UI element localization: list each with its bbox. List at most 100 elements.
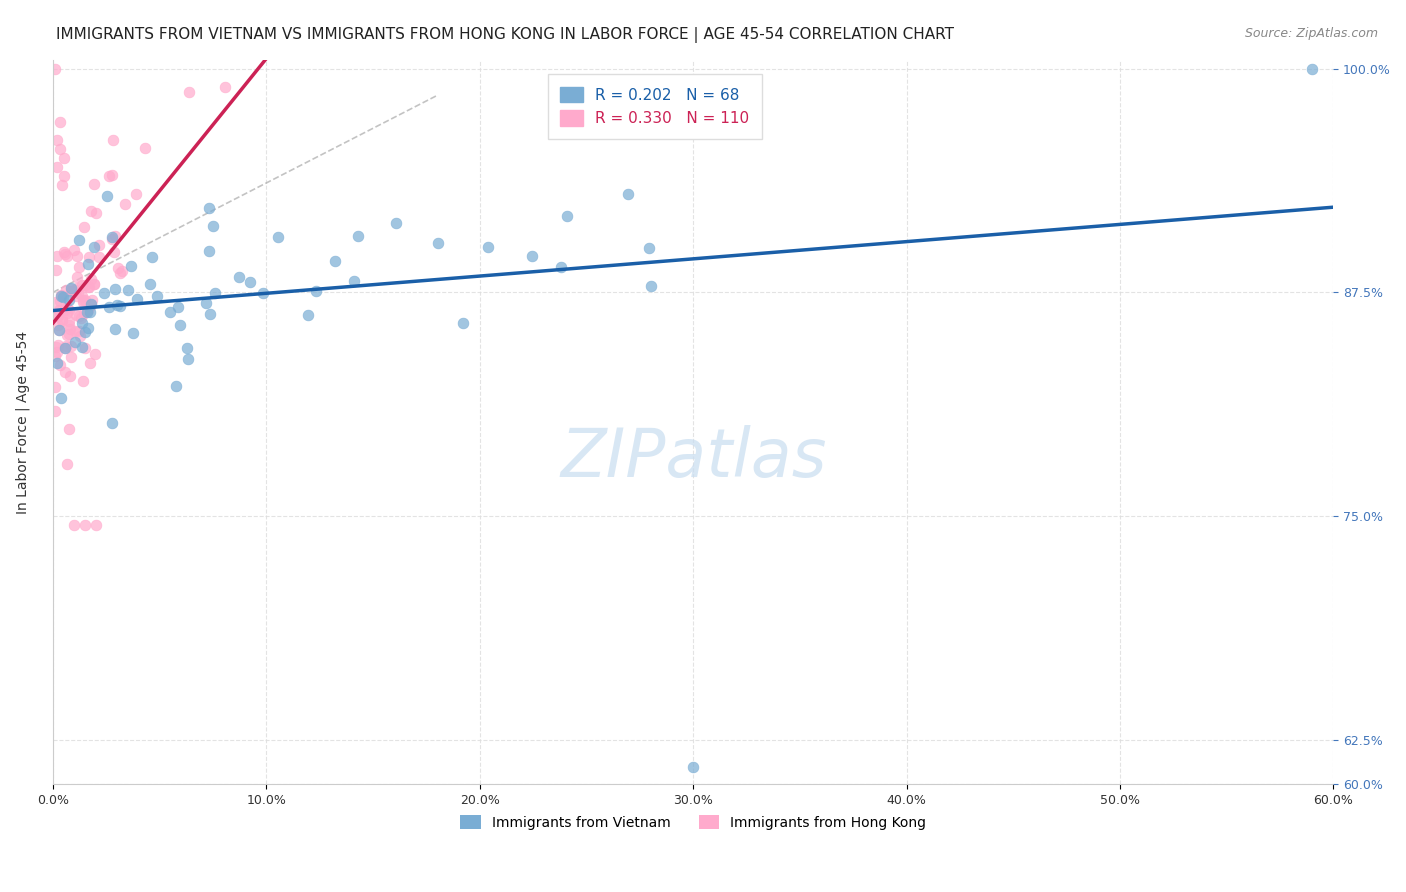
Point: [59, 322, 82, 336]
Point: [46, 249, 69, 263]
Point: [555, 210, 578, 224]
Point: [58, 302, 80, 317]
Text: IMMIGRANTS FROM VIETNAM VS IMMIGRANTS FROM HONG KONG IN LABOR FORCE | AGE 45-54 : IMMIGRANTS FROM VIETNAM VS IMMIGRANTS FR…: [56, 27, 955, 43]
Point: [197, 201, 219, 215]
Point: [89, 238, 111, 252]
Point: [134, 141, 156, 155]
Point: [96, 189, 118, 203]
Point: [125, 187, 148, 202]
Point: [66, 249, 89, 263]
Point: [65, 270, 87, 285]
Point: [682, 759, 704, 773]
Point: [93, 286, 115, 301]
Point: [55, 458, 77, 472]
Point: [58, 422, 80, 436]
Point: [304, 285, 326, 299]
Point: [67, 285, 90, 300]
Point: [69, 329, 91, 343]
Point: [65, 308, 87, 322]
Point: [520, 249, 543, 263]
Point: [103, 245, 125, 260]
Point: [76, 305, 98, 319]
Point: [55, 301, 77, 315]
Point: [56, 249, 79, 263]
Point: [45, 345, 67, 359]
Point: [70, 310, 93, 325]
Point: [65, 289, 87, 303]
Point: [51, 289, 73, 303]
Point: [1301, 62, 1323, 76]
Point: [104, 322, 127, 336]
Point: [89, 250, 111, 264]
Point: [65, 283, 87, 297]
Point: [73, 277, 96, 292]
Point: [617, 187, 640, 202]
Point: [76, 302, 98, 317]
Y-axis label: In Labor Force | Age 45-54: In Labor Force | Age 45-54: [15, 330, 30, 514]
Point: [70, 317, 93, 331]
Point: [127, 293, 149, 307]
Point: [83, 277, 105, 291]
Point: [58, 318, 80, 333]
Point: [73, 219, 96, 234]
Point: [53, 244, 76, 259]
Point: [101, 229, 124, 244]
Point: [98, 301, 121, 315]
Point: [45, 340, 67, 354]
Point: [46, 309, 69, 323]
Text: ZIPatlas: ZIPatlas: [560, 425, 827, 491]
Point: [58, 313, 80, 327]
Point: [51, 289, 73, 303]
Point: [165, 378, 187, 392]
Point: [83, 177, 105, 191]
Point: [104, 228, 127, 243]
Point: [66, 281, 89, 295]
Point: [80, 204, 103, 219]
Point: [108, 266, 131, 280]
Point: [46, 338, 69, 352]
Point: [45, 355, 67, 369]
Point: [48, 309, 70, 323]
Point: [44, 349, 66, 363]
Point: [48, 115, 70, 129]
Point: [84, 206, 107, 220]
Point: [177, 351, 200, 366]
Point: [53, 341, 76, 355]
Point: [138, 277, 160, 292]
Point: [48, 323, 70, 337]
Point: [48, 142, 70, 156]
Point: [82, 293, 104, 307]
Point: [77, 250, 100, 264]
Point: [51, 314, 73, 328]
Point: [120, 259, 142, 273]
Point: [60, 282, 83, 296]
Point: [195, 295, 218, 310]
Point: [73, 293, 96, 307]
Point: [252, 286, 274, 301]
Point: [45, 262, 67, 277]
Point: [477, 239, 499, 253]
Point: [214, 79, 236, 94]
Point: [228, 269, 250, 284]
Point: [49, 392, 72, 406]
Point: [77, 280, 100, 294]
Point: [107, 260, 129, 275]
Point: [44, 62, 66, 76]
Point: [111, 264, 134, 278]
Point: [52, 169, 75, 183]
Point: [198, 244, 221, 258]
Point: [72, 295, 94, 310]
Point: [53, 247, 76, 261]
Point: [79, 356, 101, 370]
Point: [267, 230, 290, 244]
Point: [451, 317, 474, 331]
Point: [63, 243, 86, 257]
Point: [323, 253, 346, 268]
Point: [55, 283, 77, 297]
Point: [44, 404, 66, 418]
Point: [104, 282, 127, 296]
Point: [58, 293, 80, 307]
Point: [75, 342, 97, 356]
Point: [59, 281, 82, 295]
Point: [48, 318, 70, 333]
